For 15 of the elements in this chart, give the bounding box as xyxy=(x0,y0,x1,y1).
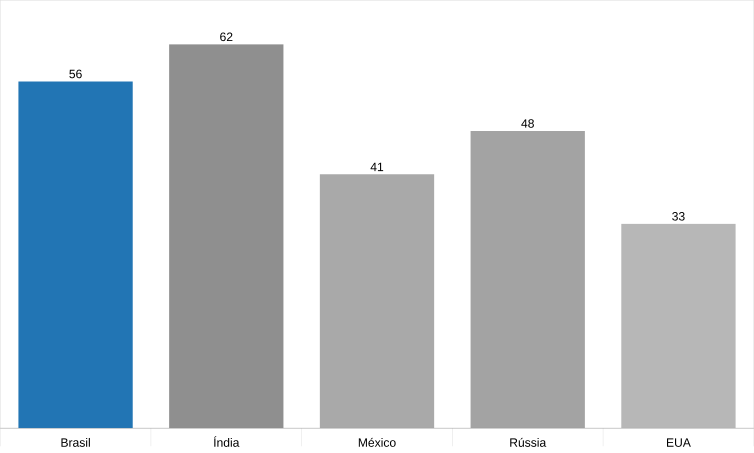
bar xyxy=(169,44,284,428)
bar xyxy=(18,82,133,428)
data-label: 62 xyxy=(220,32,232,42)
bar xyxy=(470,131,585,428)
x-tick-label: EUA xyxy=(667,438,691,447)
data-label: 41 xyxy=(370,162,384,172)
bar xyxy=(320,174,434,428)
x-tick-label: México xyxy=(358,438,396,447)
x-tick-label: Rússia xyxy=(510,438,546,447)
x-tick-label: Índia xyxy=(214,436,240,447)
data-label: 48 xyxy=(521,119,534,128)
data-label: 33 xyxy=(672,212,685,221)
x-tick-label: Brasil xyxy=(61,438,90,447)
bar xyxy=(621,224,736,428)
data-label: 56 xyxy=(69,70,82,78)
